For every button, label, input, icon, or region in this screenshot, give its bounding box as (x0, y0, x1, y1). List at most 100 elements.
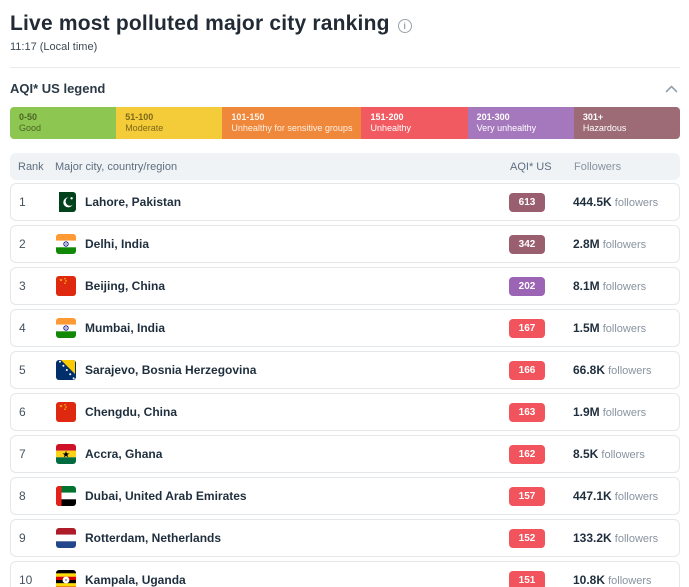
followers-label: followers (608, 365, 652, 377)
column-header-city: Major city, country/region (55, 160, 178, 173)
country-flag-icon (56, 528, 76, 548)
legend-label: Very unhealthy (476, 123, 537, 133)
table-row[interactable]: 3 Beijing, China 202 8.1M followers (10, 267, 680, 305)
rank-value: 10 (19, 573, 33, 587)
followers-count: 10.8K (573, 573, 606, 587)
city-name[interactable]: Beijing, China (85, 279, 166, 293)
rank-value: 1 (19, 195, 26, 209)
legend-range: 301+ (582, 112, 604, 122)
legend-title: AQI* US legend (10, 81, 106, 96)
section-divider (10, 67, 680, 68)
table-row[interactable]: 6 Chengdu, China 163 1.9M followers (10, 393, 680, 431)
table-body: 1 Lahore, Pakistan 613 444.5K followers … (10, 183, 680, 587)
rank-value: 2 (19, 237, 26, 251)
aqi-badge: 613 (509, 193, 545, 212)
legend-item: 51-100 Moderate (116, 107, 223, 139)
aqi-badge: 166 (509, 361, 545, 380)
followers-label: followers (601, 449, 645, 461)
aqi-badge: 157 (509, 487, 545, 506)
chevron-up-icon[interactable] (665, 85, 678, 93)
country-flag-icon (56, 234, 76, 254)
page-title: Live most polluted major city ranking (10, 12, 390, 35)
country-flag-icon (56, 444, 76, 464)
country-flag-icon (56, 402, 76, 422)
rank-value: 7 (19, 447, 26, 461)
followers-count: 1.9M (573, 405, 600, 419)
table-row[interactable]: 7 Accra, Ghana 162 8.5K followers (10, 435, 680, 473)
table-header-row: Rank Major city, country/region AQI* US … (10, 153, 680, 180)
legend-range: 0-50 (19, 112, 38, 122)
aqi-badge: 152 (509, 529, 545, 548)
table-row[interactable]: 8 Dubai, United Arab Emirates 157 447.1K… (10, 477, 680, 515)
country-flag-icon (56, 360, 76, 380)
followers-label: followers (602, 323, 647, 335)
city-name[interactable]: Delhi, India (85, 237, 150, 251)
page-header: Live most polluted major city ranking i (10, 10, 680, 36)
followers-label: followers (614, 197, 659, 209)
table-row[interactable]: 5 Sarajevo, Bosnia Herzegovina 166 66.8K… (10, 351, 680, 389)
country-flag-icon (56, 570, 76, 587)
followers-count: 8.5K (573, 447, 599, 461)
ranking-table: Rank Major city, country/region AQI* US … (10, 153, 680, 587)
city-name[interactable]: Rotterdam, Netherlands (85, 531, 222, 545)
legend-label: Hazardous (582, 123, 627, 133)
aqi-badge: 163 (509, 403, 545, 422)
legend-item: 0-50 Good (10, 107, 117, 139)
followers-count: 66.8K (573, 363, 606, 377)
table-row[interactable]: 4 Mumbai, India 167 1.5M followers (10, 309, 680, 347)
rank-value: 6 (19, 405, 26, 419)
aqi-legend-bar: 0-50 Good 51-100 Moderate 101-150 Unheal… (10, 107, 680, 139)
legend-label: Unhealthy for sensitive groups (231, 123, 353, 133)
aqi-badge: 342 (509, 235, 545, 254)
table-row[interactable]: 9 Rotterdam, Netherlands 152 133.2K foll… (10, 519, 680, 557)
city-name[interactable]: Lahore, Pakistan (85, 195, 182, 209)
city-name[interactable]: Kampala, Uganda (85, 573, 186, 587)
aqi-badge: 162 (509, 445, 545, 464)
followers-count: 1.5M (573, 321, 600, 335)
legend-collapse-toggle[interactable]: AQI* US legend (10, 68, 680, 107)
followers-count: 2.8M (573, 237, 600, 251)
city-name[interactable]: Chengdu, China (85, 405, 177, 419)
local-time: 11:17 (Local time) (10, 41, 98, 53)
city-name[interactable]: Accra, Ghana (85, 447, 163, 461)
column-header-rank: Rank (18, 160, 44, 173)
column-header-aqi: AQI* US (510, 160, 552, 173)
legend-item: 151-200 Unhealthy (361, 107, 468, 139)
followers-label: followers (602, 239, 647, 251)
country-flag-icon (56, 276, 76, 296)
legend-item: 301+ Hazardous (573, 107, 680, 139)
table-row[interactable]: 2 Delhi, India 342 2.8M followers (10, 225, 680, 263)
rank-value: 4 (19, 321, 26, 335)
legend-item: 201-300 Very unhealthy (467, 107, 574, 139)
rank-value: 8 (19, 489, 26, 503)
info-icon[interactable]: i (397, 19, 412, 33)
table-row[interactable]: 1 Lahore, Pakistan 613 444.5K followers (10, 183, 680, 221)
table-row[interactable]: 10 Kampala, Uganda 151 10.8K followers (10, 561, 680, 587)
followers-label: followers (602, 407, 647, 419)
followers-label: followers (614, 491, 659, 503)
city-name[interactable]: Mumbai, India (85, 321, 166, 335)
followers-label: followers (608, 575, 652, 587)
legend-label: Moderate (125, 123, 164, 133)
country-flag-icon (56, 486, 76, 506)
followers-count: 444.5K (573, 195, 612, 209)
legend-item: 101-150 Unhealthy for sensitive groups (222, 107, 362, 139)
aqi-badge: 202 (509, 277, 545, 296)
legend-label: Unhealthy (370, 123, 411, 133)
city-name[interactable]: Dubai, United Arab Emirates (85, 489, 247, 503)
legend-label: Good (19, 123, 42, 133)
legend-range: 151-200 (370, 112, 404, 122)
country-flag-icon (56, 318, 76, 338)
country-flag-icon (56, 192, 76, 212)
rank-value: 9 (19, 531, 26, 545)
followers-count: 447.1K (573, 489, 612, 503)
rank-value: 3 (19, 279, 26, 293)
followers-label: followers (602, 281, 647, 293)
legend-range: 51-100 (125, 112, 154, 122)
column-header-followers: Followers (574, 160, 622, 173)
city-name[interactable]: Sarajevo, Bosnia Herzegovina (85, 363, 257, 377)
followers-count: 133.2K (573, 531, 612, 545)
aqi-badge: 151 (509, 571, 545, 587)
legend-range: 201-300 (476, 112, 510, 122)
